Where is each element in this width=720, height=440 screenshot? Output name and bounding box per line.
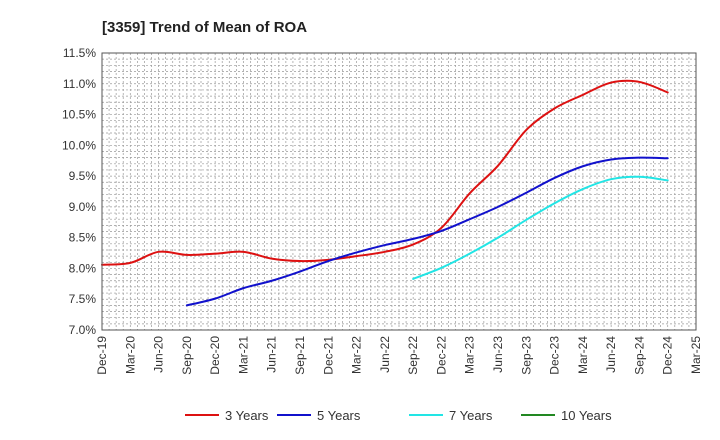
x-tick-label: Dec-22 [434, 336, 448, 375]
x-tick-label: Sep-22 [406, 336, 420, 375]
y-tick-label: 7.0% [69, 323, 97, 337]
grid [102, 53, 696, 330]
legend: 3 Years 5 Years 7 Years 10 Years [185, 408, 612, 423]
x-tick-label: Dec-20 [208, 336, 222, 375]
legend-label: 10 Years [561, 408, 612, 423]
y-tick-label: 9.5% [69, 169, 97, 183]
series-lines [101, 79, 669, 307]
plot-frame [101, 52, 697, 331]
x-tick-label: Mar-23 [463, 336, 477, 374]
chart-title: [3359] Trend of Mean of ROA [102, 19, 307, 36]
y-tick-label: 7.5% [69, 292, 97, 306]
legend-label: 5 Years [317, 408, 361, 423]
x-tick-label: Dec-19 [95, 336, 109, 375]
x-tick-label: Dec-21 [321, 336, 335, 375]
y-tick-label: 8.5% [69, 231, 97, 245]
x-tick-label: Dec-23 [548, 336, 562, 375]
x-tick-label: Dec-24 [661, 336, 675, 375]
y-tick-label: 10.0% [62, 138, 96, 152]
y-tick-label: 10.5% [62, 108, 96, 122]
x-tick-label: Jun-22 [378, 336, 392, 373]
y-tick-label: 8.0% [69, 261, 97, 275]
x-tick-label: Sep-21 [293, 336, 307, 375]
x-tick-label: Sep-23 [519, 336, 533, 375]
x-tick-label: Mar-20 [123, 336, 137, 374]
x-tick-label: Sep-24 [632, 336, 646, 375]
x-tick-label: Mar-21 [236, 336, 250, 374]
x-tick-label: Mar-22 [350, 336, 364, 374]
y-tick-label: 11.5% [63, 46, 96, 60]
x-tick-label: Jun-21 [265, 336, 279, 373]
x-tick-label: Mar-24 [576, 336, 590, 374]
x-tick-label: Jun-23 [491, 336, 505, 373]
series-line-1 [101, 79, 669, 266]
legend-label: 7 Years [449, 408, 493, 423]
legend-label: 3 Years [225, 408, 269, 423]
x-tick-label: Jun-24 [604, 336, 618, 373]
y-tick-label: 11.0% [63, 77, 96, 91]
x-axis-ticks: Dec-19 Mar-20 Jun-20 Sep-20 Dec-20 Mar-21 Jun-… [95, 336, 703, 375]
x-tick-label: Jun-20 [152, 336, 166, 373]
series-line-3 [412, 175, 669, 280]
series-line-2 [185, 156, 669, 307]
y-axis-ticks: 7.0% 7.5% 8.0% 8.5% 9.0% 9.5% 10.0% 10.5% 11.0% 1… [62, 46, 96, 337]
x-tick-label: Sep-20 [180, 336, 194, 375]
y-tick-label: 9.0% [69, 200, 97, 214]
x-tick-label: Mar-25 [689, 336, 703, 374]
